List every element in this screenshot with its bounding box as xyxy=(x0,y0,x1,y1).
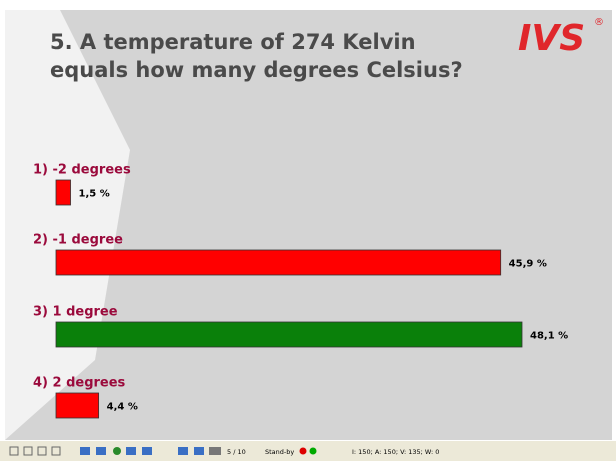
toolbar-icons xyxy=(9,446,317,456)
first-button[interactable] xyxy=(9,446,19,456)
status: Stand-by xyxy=(265,448,294,456)
logo: IVS xyxy=(518,18,585,59)
status-light xyxy=(309,447,317,455)
pie-button[interactable] xyxy=(113,447,121,455)
counts: I: 150; A: 150; V: 135; W: 0 xyxy=(352,448,439,456)
category-label: 3) 1 degree xyxy=(33,305,118,320)
chart-button[interactable] xyxy=(126,447,136,455)
last-button[interactable] xyxy=(51,446,61,456)
value-label: 45,9 % xyxy=(509,259,547,270)
category-label: 2) -1 degree xyxy=(33,233,123,248)
page-indicator: 5 / 10 xyxy=(227,448,246,456)
question-title: 5. A temperature of 274 Kelvin equals ho… xyxy=(50,30,463,82)
chart-button[interactable] xyxy=(194,447,204,455)
value-label: 1,5 % xyxy=(79,189,110,200)
chart-button[interactable] xyxy=(178,447,188,455)
next-button[interactable] xyxy=(37,446,47,456)
bar xyxy=(55,249,502,276)
chart-button[interactable] xyxy=(96,447,106,455)
bar xyxy=(55,179,71,206)
category-label: 4) 2 degrees xyxy=(33,376,126,391)
bar xyxy=(55,392,100,419)
bar xyxy=(55,321,523,348)
screen-button[interactable] xyxy=(209,447,221,455)
category-label: 1) -2 degrees xyxy=(33,163,131,178)
chart-button[interactable] xyxy=(142,447,152,455)
value-label: 48,1 % xyxy=(530,331,568,342)
value-label: 4,4 % xyxy=(107,402,138,413)
toolbar xyxy=(0,441,616,461)
chart-button[interactable] xyxy=(80,447,90,455)
status-light xyxy=(299,447,307,455)
prev-button[interactable] xyxy=(23,446,33,456)
logo-mark: ® xyxy=(594,17,604,28)
